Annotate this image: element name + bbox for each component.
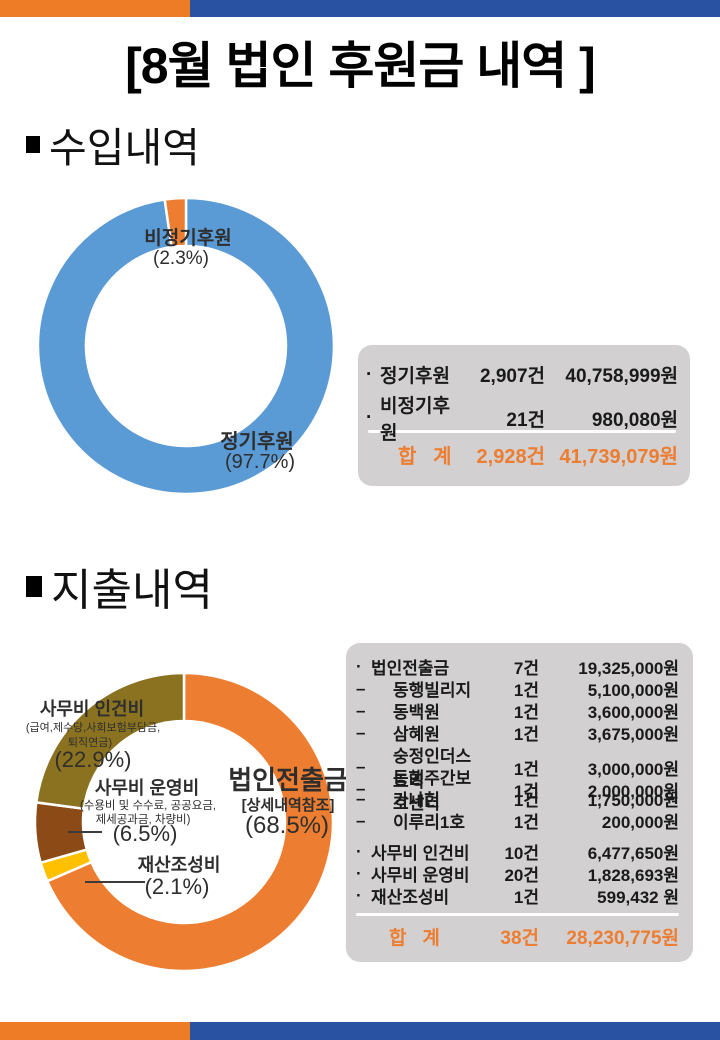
section-heading-income: 수입내역 — [26, 114, 200, 174]
table-row: · 사무비 인건비 10건 6,477,650원 — [356, 841, 679, 864]
table-row: · 사무비 운영비 20건 1,828,693원 — [356, 863, 679, 886]
table-row: – 동행주간보호센터 1건 2,000,000원 — [356, 769, 679, 813]
table-row: · 정기후원 2,907건 40,758,999원 — [366, 363, 678, 388]
income-total-count: 2,928건 — [476, 446, 545, 468]
table-row: – 이루리1호 1건 200,000원 — [356, 810, 679, 833]
donut-slice-법인전출금 — [45, 671, 335, 973]
table-row: · 법인전출금 7건 19,325,000원 — [356, 656, 679, 679]
expense-total-label: 합 계 — [389, 928, 440, 949]
expense-callout-property-title: 재산조성비 — [137, 855, 221, 875]
income-callout-major-title: 정기후원 — [220, 431, 294, 453]
income-total-label: 합 계 — [398, 446, 452, 468]
expense-callout-operating-desc2: 제세공과금, 차량비) — [95, 814, 191, 826]
expense-callout-personnel-title: 사무비 인건비 — [39, 699, 145, 719]
expense-callout-transfer-title: 법인전출금 — [228, 765, 348, 795]
table-row: · 재산조성비 1건 599,432 원 — [356, 885, 679, 908]
expense-callout-transfer-pct: (68.5%) — [244, 812, 330, 839]
property-leader-line — [85, 881, 145, 883]
bottom-bar-blue — [190, 1022, 720, 1040]
income-callout-minor-pct: (2.3%) — [153, 248, 209, 269]
income-summary-table: · 정기후원 2,907건 40,758,999원 · 비정기후원 21건 980,080원 … — [358, 345, 690, 486]
income-callout-minor-title: 비정기후원 — [144, 228, 232, 249]
donut-slice-사무비-인건비 — [34, 671, 186, 811]
expense-callout-operating-pct: (6.5%) — [112, 821, 178, 846]
donut-slice-정기후원 — [36, 196, 336, 496]
top-bar-orange — [0, 0, 190, 17]
page-title: [8월 법인 후원금 내역 ] — [125, 38, 596, 94]
section-heading-expense-label: 지출내역 — [51, 566, 213, 615]
table-row: – 숭정인더스트리 1건 3,000,000원 — [356, 747, 679, 791]
operating-leader-line — [68, 831, 102, 833]
table-row: – 삼혜원 1건 3,675,000원 — [356, 722, 679, 745]
income-total-row: 합 계 2,928건 41,739,079원 — [366, 433, 678, 476]
expense-donut-chart — [33, 671, 335, 973]
section-heading-expense: 지출내역 — [26, 554, 213, 618]
table-row: – 동백원 1건 3,600,000원 — [356, 700, 679, 723]
income-donut-chart — [36, 196, 336, 496]
donut-slice-비정기후원 — [163, 196, 188, 249]
expense-callout-personnel-pct: (22.9%) — [54, 747, 132, 772]
square-bullet-icon — [26, 575, 42, 597]
expense-callout-transfer-sub: [상세내역참조] — [241, 797, 335, 814]
expense-callout-operating-title: 사무비 운영비 — [94, 778, 200, 798]
top-bar-blue — [190, 0, 720, 17]
income-table-rows: · 정기후원 2,907건 40,758,999원 · 비정기후원 21건 980,080원 — [366, 358, 678, 445]
expense-table-rows: · 법인전출금 7건 19,325,000원 – 동행빌리지 1건 5,100,000원 – 동백… — [356, 654, 679, 908]
expense-total-count: 38건 — [500, 928, 539, 949]
table-row: – 동행빌리지 1건 5,100,000원 — [356, 678, 679, 701]
table-row: · 비정기후원 21건 980,080원 — [366, 396, 678, 444]
expense-callout-personnel-desc1: (급여,제수당,사회보험부담금, — [25, 722, 161, 734]
expense-callout-operating-desc1: (수용비 및 수수료, 공공요금, — [79, 800, 217, 812]
expense-callout-property-pct: (2.1%) — [144, 874, 210, 899]
expense-total-amount: 28,230,775원 — [566, 928, 679, 949]
expense-callout-personnel-desc2: 퇴직연금) — [67, 737, 113, 749]
table-row: – 가나헌 1건 1,750,000원 — [356, 788, 679, 811]
income-total-amount: 41,739,079원 — [559, 446, 679, 468]
expense-summary-table: · 법인전출금 7건 19,325,000원 – 동행빌리지 1건 5,100,000원 – 동백… — [346, 643, 693, 962]
expense-total-row: 합 계 38건 28,230,775원 — [356, 916, 679, 957]
section-heading-income-label: 수입내역 — [49, 125, 200, 171]
income-table-divider — [368, 430, 676, 433]
square-bullet-icon — [26, 135, 40, 153]
expense-table-divider — [356, 913, 679, 916]
bottom-bar-orange — [0, 1022, 190, 1040]
income-callout-major-pct: (97.7%) — [224, 451, 296, 473]
